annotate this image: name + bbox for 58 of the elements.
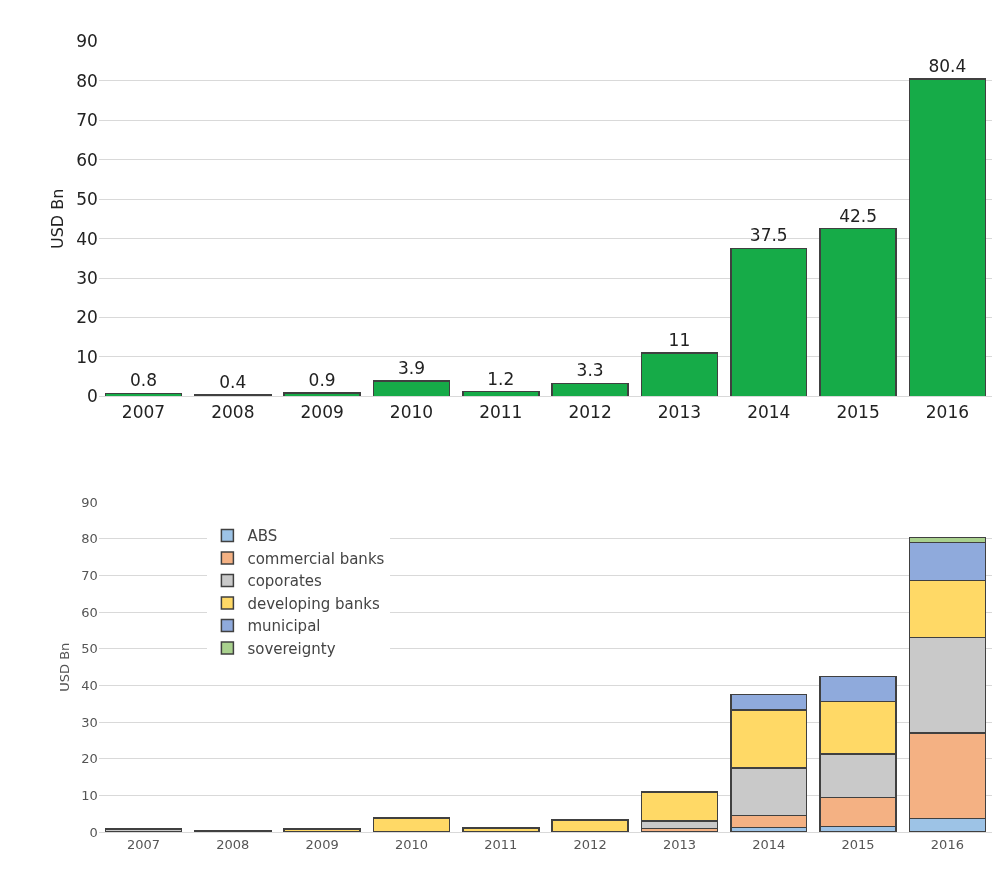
x-tick-label: 2012 — [568, 401, 612, 422]
x-tick-label: 2007 — [121, 401, 166, 422]
y-tick-label: 20 — [76, 307, 98, 328]
y-tick-label: 80 — [76, 70, 98, 91]
y-tick-label: 90 — [81, 494, 98, 510]
data-label: 1.2 — [487, 368, 515, 389]
y-tick-label: 30 — [81, 714, 98, 730]
data-label: 11 — [668, 330, 691, 351]
x-tick-label: 2008 — [211, 401, 255, 422]
x-tick-label: 2015 — [841, 836, 875, 852]
data-label: 42.5 — [839, 205, 878, 226]
y-tick-label: 10 — [81, 788, 98, 804]
x-tick-label: 2013 — [662, 836, 696, 852]
x-tick-label: 2015 — [836, 401, 880, 422]
y-tick-label: 60 — [81, 604, 98, 620]
y-axis-title: USD Bn — [57, 642, 73, 692]
y-tick-label: 40 — [81, 678, 98, 694]
y-tick-label: 10 — [76, 346, 98, 367]
x-tick-label: 2012 — [573, 836, 607, 852]
legend-label: ABS — [247, 527, 278, 546]
y-tick-label: 0 — [89, 824, 98, 840]
legend-label: sovereignty — [247, 639, 336, 658]
data-label: 0.9 — [308, 369, 336, 390]
y-tick-label: 50 — [81, 641, 98, 657]
legend-label: municipal — [247, 617, 321, 636]
x-tick-label: 2013 — [657, 401, 702, 422]
x-tick-label: 2009 — [305, 836, 339, 852]
y-tick-label: 80 — [81, 531, 98, 547]
y-axis-title: USD Bn — [48, 188, 68, 250]
x-tick-label: 2010 — [394, 836, 429, 852]
x-tick-label: 2011 — [479, 401, 523, 422]
legend-label: coporates — [247, 572, 322, 591]
y-tick-label: 50 — [76, 189, 98, 210]
data-label: 0.4 — [219, 371, 247, 392]
legend-label: developing banks — [247, 594, 380, 613]
y-tick-label: 40 — [76, 228, 98, 249]
x-tick-label: 2016 — [930, 836, 964, 852]
x-tick-label: 2007 — [126, 836, 161, 852]
y-tick-label: 90 — [76, 31, 98, 52]
y-tick-label: 20 — [81, 751, 98, 767]
x-tick-label: 2016 — [925, 401, 970, 422]
y-tick-label: 70 — [81, 568, 98, 584]
x-tick-label: 2014 — [752, 836, 786, 852]
y-tick-label: 70 — [76, 110, 98, 131]
x-tick-label: 2011 — [484, 836, 518, 852]
data-label: 80.4 — [928, 56, 967, 77]
y-tick-label: 60 — [76, 149, 98, 170]
x-tick-label: 2010 — [389, 401, 434, 422]
y-tick-label: 0 — [87, 386, 98, 407]
legend-label: commercial banks — [247, 549, 385, 568]
y-tick-label: 30 — [76, 267, 98, 288]
data-label: 3.3 — [576, 360, 604, 381]
data-label: 0.8 — [129, 370, 158, 391]
x-tick-label: 2008 — [216, 836, 250, 852]
x-tick-label: 2014 — [747, 401, 791, 422]
data-label: 3.9 — [397, 358, 425, 379]
x-tick-label: 2009 — [300, 401, 344, 422]
data-label: 37.5 — [749, 225, 788, 246]
